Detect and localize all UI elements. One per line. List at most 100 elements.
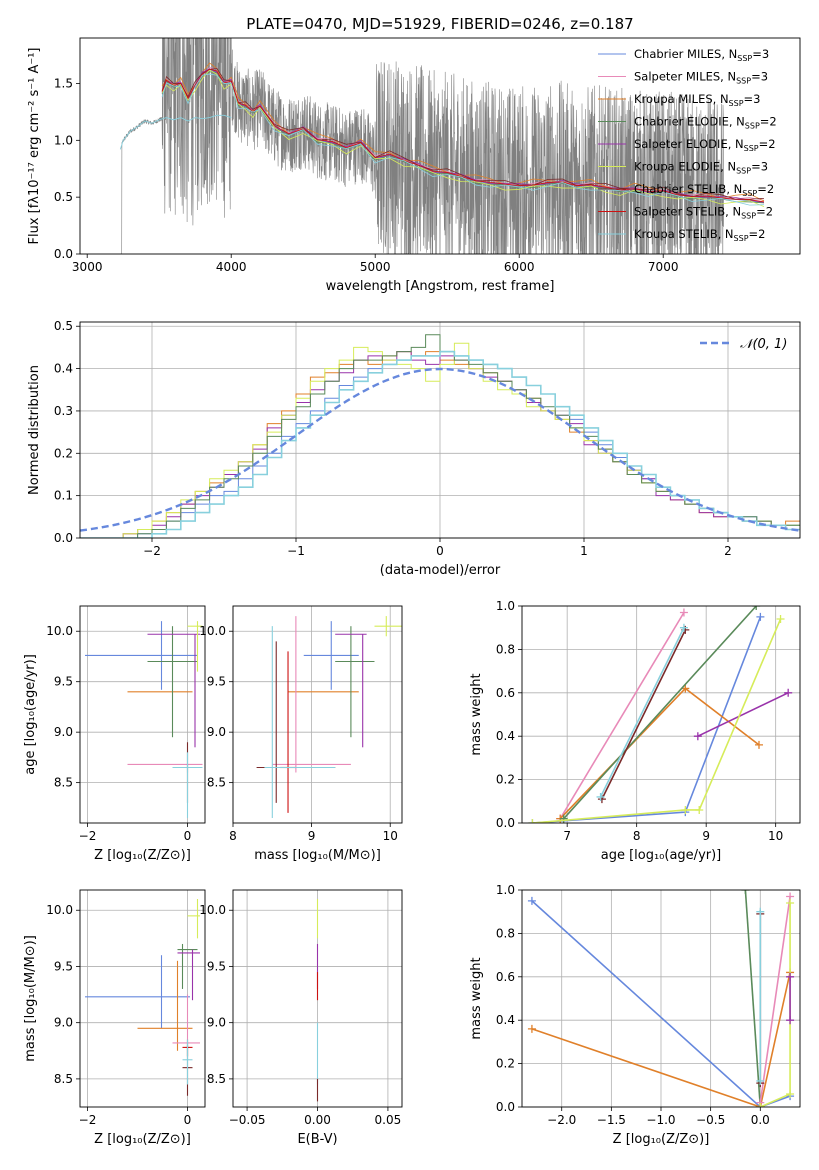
legend-model-name: Chabrier ELODIE, N [634,115,745,129]
weight-marker [754,740,763,749]
legend-label-normal: 𝒩(0, 1) [740,337,787,352]
x-axis-label: wavelength [Angstrom, rest frame] [326,279,555,294]
x-tick-label: −1.5 [597,1113,626,1127]
panel-mass-vs-z: −2 0 8.5 9.0 9.5 10.0 Z [log₁₀(Z/Z⊙)] mass [log… [23,889,206,1147]
x-tick-label: 9 [702,829,710,843]
y-tick-label: 9.5 [54,959,73,973]
x-tick-label: 0.0 [751,1113,770,1127]
y-tick-label: 9.0 [207,725,226,739]
legend-label-salpeter-elodie: Salpeter ELODIE, NSSP=2 [634,137,776,153]
model-spectrum-kroupa-stelib [161,73,765,206]
observed-spectrum [120,38,724,254]
panel-residuals: −2 −1 0 1 2 0.0 0.1 0.2 0.3 0.4 0.5 (data-model)/er… [27,319,801,578]
y-axis-label: mass [log₁₀(M/M⊙)] [23,935,38,1062]
point-chabrier-miles [303,621,359,690]
x-tick-label: 5000 [360,260,391,274]
legend-model-name: Kroupa STELIB, N [634,227,734,241]
x-axis-label: E(B-V) [297,1132,337,1147]
axes: −2 0 8.5 9.0 9.5 10.0 Z [log₁₀(Z/Z⊙)] mass [log… [23,903,191,1147]
y-tick-label: 8.5 [207,776,226,790]
point-kroupa-stelib [172,752,203,818]
point-kroupa-elodie [374,616,402,637]
legend-label-kroupa-miles: Kroupa MILES, NSSP=3 [634,92,760,108]
model-spectrum-chabrier-stelib [161,67,765,200]
panel-age-vs-mass: 8 9 10 8.5 9.0 9.5 10.0 mass [log₁₀(M/M⊙)] [199,605,403,863]
legend-subscript: SSP [744,144,759,153]
legend-subscript: SSP [737,54,752,63]
x-axis-label: age [log₁₀(age/yr)] [601,848,722,863]
legend-model-name: Salpeter ELODIE, N [634,137,744,151]
weight-series-kroupa-stelib [596,623,688,801]
panel-spectrum: 3000 4000 5000 6000 7000 0.0 0.5 1.0 1.5 waveleng… [27,37,801,295]
point-kroupa-stelib [182,1039,193,1085]
weight-line [532,618,782,823]
weight-line [531,900,791,1107]
y-tick-label: 0.5 [54,319,73,333]
y-tick-label: 0.4 [496,729,515,743]
panel-weight-vs-age: 7 8 9 10 0.0 0.2 0.4 0.6 0.8 1.0 age [log₁₀(age/yr… [469,599,801,863]
y-tick-label: 0.8 [496,642,515,656]
legend-label-salpeter-stelib: Salpeter STELIB, NSSP=2 [634,205,773,221]
x-tick-label: 10 [383,829,398,843]
legend-label-chabrier-miles: Chabrier MILES, NSSP=3 [634,47,769,63]
legend-nssp: =3 [744,92,761,106]
legend-nssp: =3 [752,47,769,61]
weight-marker [681,684,690,693]
weight-marker [741,890,750,894]
x-tick-label: −2 [79,829,97,843]
weight-series-kroupa-elodie [756,899,795,1107]
x-tick-label: −0.5 [696,1113,725,1127]
point-salpeter-miles [272,616,351,773]
x-tick-label: 8 [633,829,641,843]
axes: −2 −1 0 1 2 0.0 0.1 0.2 0.3 0.4 0.5 (data-model)/er… [27,319,732,578]
x-tick-label: −2 [79,1113,97,1127]
y-tick-label: 1.0 [496,883,515,897]
figure-title: PLATE=0470, MJD=51929, FIBERID=0246, z=0… [246,15,633,33]
point-kroupa-miles [137,960,193,1051]
x-tick-label: −1.0 [646,1113,675,1127]
y-tick-label: 0.0 [54,247,73,261]
y-tick-label: 8.5 [207,1072,226,1086]
x-tick-label: 1 [580,544,588,558]
weight-marker [528,819,537,823]
y-tick-label: 9.5 [54,675,73,689]
y-tick-label: 0.2 [496,1057,515,1071]
legend-subscript: SSP [745,122,760,131]
y-tick-label: 0.1 [54,489,73,503]
plot-frame [521,605,801,824]
plot-area [80,334,800,538]
weight-line [559,612,685,820]
panel-age-vs-z: −2 0 8.5 9.0 9.5 10.0 Z [log₁₀(Z/Z⊙)] age [log₁… [23,605,206,863]
weight-marker [679,608,688,617]
y-tick-label: 8.5 [54,776,73,790]
x-tick-label: 0 [436,544,444,558]
point-chabrier-elodie [147,626,198,738]
x-axis-label: Z [log₁₀(Z/Z⊙)] [94,1132,191,1147]
plot-frame [79,605,206,824]
y-tick-label: 10.0 [46,624,73,638]
plot-area [527,890,795,1107]
weight-marker [693,732,702,741]
legend-label-chabrier-stelib: Chabrier STELIB, NSSP=2 [634,182,774,198]
weight-marker [527,1024,536,1033]
axes: 3000 4000 5000 6000 7000 0.0 0.5 1.0 1.5 waveleng… [27,48,678,295]
legend-subscript: SSP [734,234,749,243]
plot-frame [79,889,206,1108]
y-axis-label: Normed distribution [27,365,42,495]
y-tick-label: 9.5 [207,675,226,689]
legend-model-name: Chabrier STELIB, N [634,182,742,196]
legend-subscript: SSP [736,167,751,176]
legend-subscript: SSP [736,77,751,86]
y-tick-label: 0.6 [496,970,515,984]
x-tick-label: 0 [184,1113,192,1127]
weight-marker [695,805,704,814]
y-tick-label: 0.3 [54,404,73,418]
point-kroupa-elodie [187,898,200,939]
weight-line [759,896,791,1103]
legend-subscript: SSP [742,189,757,198]
legend-nssp: =2 [757,182,774,196]
y-tick-label: 0.0 [54,531,73,545]
normal-curve [80,367,800,532]
y-axis-label: mass weight [469,673,484,755]
